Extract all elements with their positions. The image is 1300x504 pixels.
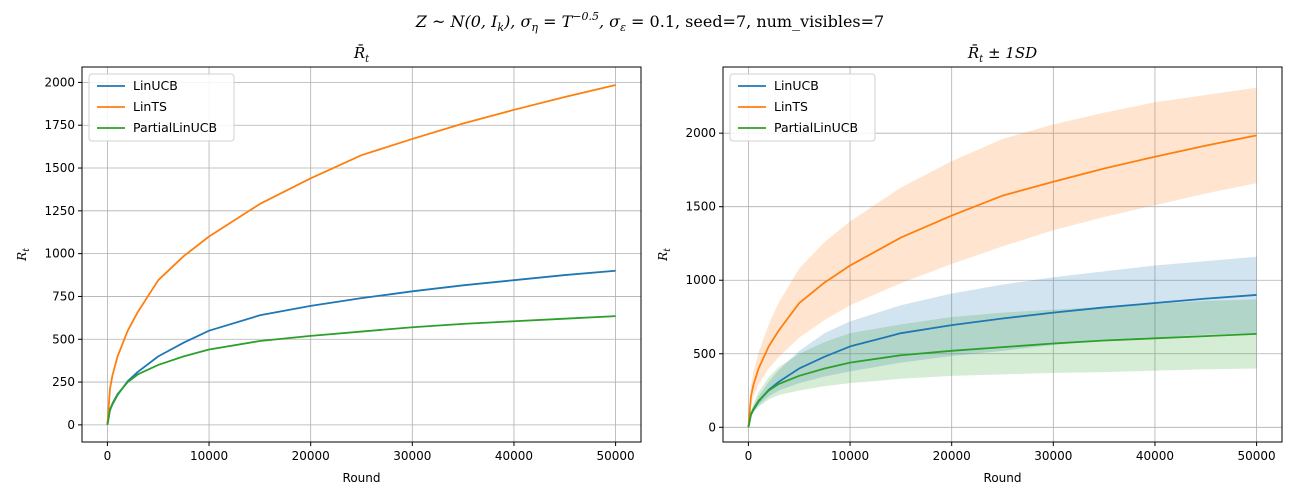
y-tick-label: 1000 [44,247,75,261]
x-tick-label: 10000 [190,449,228,463]
y-tick-label: 1250 [44,204,75,218]
legend-label-lints: LinTS [133,99,167,114]
sd-band-linucb [748,256,1257,428]
suptitle-p3: , σ [599,12,621,31]
panel-title: R̄t [353,44,370,65]
legend-label-linucb: LinUCB [133,78,178,93]
y-tick-label: 2000 [685,126,716,140]
suptitle-eta: η [531,21,538,34]
x-tick-label: 20000 [933,449,971,463]
suptitle-k: k [497,21,504,34]
series-line-lints [747,134,1257,428]
sd-band-lints [748,87,1257,428]
suptitle-eps: ε [620,21,626,34]
suptitle-p2: = T [538,12,574,31]
x-tick-label: 40000 [1136,449,1174,463]
title-sub: t [979,54,984,65]
series-line-linucb [106,269,616,426]
y-tick-label: 1500 [44,161,75,175]
y-tick-label: 250 [52,375,75,389]
x-axis-label: Round [343,471,381,485]
x-tick-label: 50000 [1237,449,1275,463]
y-tick-label: 2000 [44,75,75,89]
legend-box [729,73,876,142]
y-tick-label: 0 [708,420,716,434]
suptitle-p1: ), σ [503,12,532,31]
title-sub: t [365,54,370,65]
legend-label-partiallinucb: PartialLinUCB [774,120,858,135]
series-line-partiallinucb [747,333,1257,428]
series-line-lints [106,84,616,425]
x-tick-label: 0 [104,449,112,463]
x-axis-label: Round [984,471,1022,485]
legend: LinUCB LinTS PartialLinUCB [88,73,235,142]
title-sd: ± 1SD [983,44,1037,62]
y-tick-label: 1500 [685,200,716,214]
sd-band-partiallinucb [748,299,1257,428]
panel-regret-sd-band: 0 10000 20000 30000 40000 50000 0 500 1000 1500 20… [656,44,1283,485]
x-tick-label: 30000 [1034,449,1072,463]
axes-frame [81,66,642,443]
legend-label-partiallinucb: PartialLinUCB [133,120,217,135]
legend-label-lints: LinTS [774,99,808,114]
x-tick-label: 20000 [292,449,330,463]
y-axis-label: Rt [15,248,32,262]
x-tick-label: 0 [745,449,753,463]
legend: LinUCB LinTS PartialLinUCB [729,73,876,142]
y-tick-label: 1000 [685,273,716,287]
y-tick-label: 1750 [44,118,75,132]
suptitle-exp: −0.5 [572,10,599,23]
suptitle-z: Z ~ N(0, I [415,12,498,31]
panel-mean-regret: 0 10000 20000 30000 40000 50000 0 250 500 750 1000… [15,44,642,485]
x-tick-label: 40000 [495,449,533,463]
panel-title: R̄t ± 1SD [967,44,1037,65]
x-tick-label: 10000 [831,449,869,463]
y-tick-label: 500 [693,347,716,361]
y-tick-label: 750 [52,289,75,303]
legend-label-linucb: LinUCB [774,78,819,93]
legend-box [88,73,235,142]
y-axis-label: Rt [656,248,673,262]
suptitle-p4: = 0.1, seed=7, num_visibles=7 [626,12,884,31]
axes-frame [722,66,1283,443]
x-tick-label: 50000 [596,449,634,463]
y-tick-label: 500 [52,332,75,346]
title-r: R̄ [353,44,365,62]
figure-suptitle: Z ~ N(0, Ik), ση = T−0.5, σε = 0.1, seed… [415,10,884,34]
series-line-partiallinucb [106,315,616,426]
y-tick-label: 0 [67,418,75,432]
x-tick-label: 30000 [393,449,431,463]
title-r: R̄ [967,44,979,62]
